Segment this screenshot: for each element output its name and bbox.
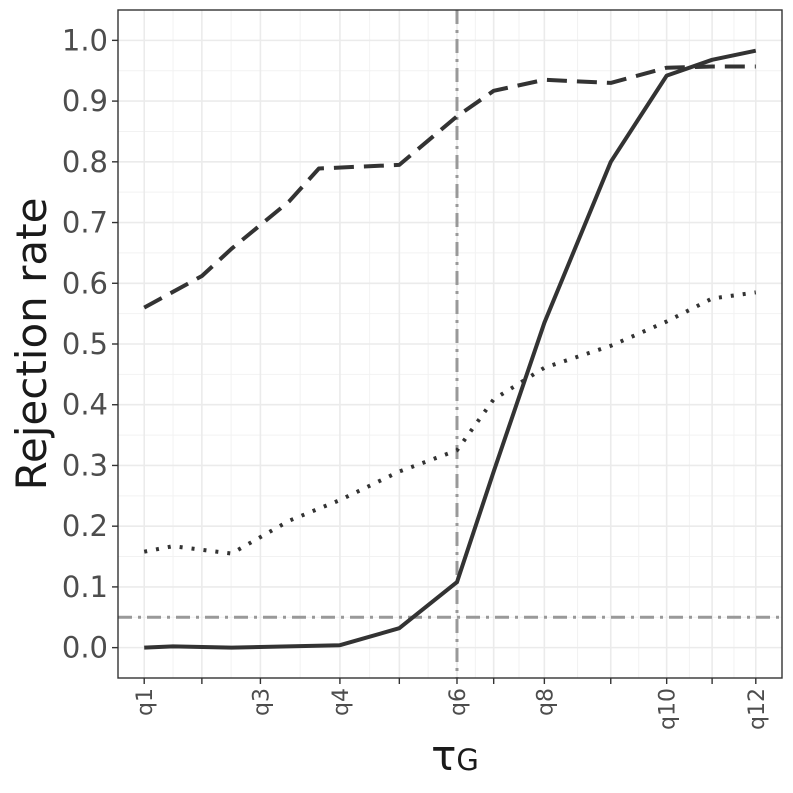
y-tick-label: 0.8 [62, 145, 108, 179]
y-axis: 0.0 0.1 0.2 0.3 0.4 0.5 0.6 0.7 0.8 0.9 1.0 [62, 23, 118, 665]
y-tick-label: 0.3 [62, 448, 108, 482]
x-axis: q1 q3 q4 q6 q8 q10 q12 [133, 678, 770, 730]
x-tick-label: q4 [329, 688, 354, 716]
series-line-solid [144, 48, 757, 650]
x-axis-title-symbol: τ [431, 731, 456, 780]
y-tick-label: 0.7 [62, 206, 108, 240]
x-tick-label: q10 [656, 688, 681, 730]
series-line-dashed [143, 64, 756, 310]
y-axis-title: Rejection rate [7, 198, 56, 491]
series-line-dotted [143, 290, 757, 556]
x-axis-title: τG [431, 731, 479, 780]
y-tick-label: 0.0 [62, 631, 108, 665]
x-tick-label: q1 [133, 688, 158, 716]
series-layer [143, 48, 757, 650]
x-axis-title-subscript: G [456, 743, 478, 777]
x-tick-label: q8 [533, 688, 558, 716]
reference-lines [118, 10, 782, 678]
y-tick-label: 0.9 [62, 84, 108, 118]
x-tick-label: q6 [446, 688, 471, 716]
y-tick-label: 0.2 [62, 509, 108, 543]
y-tick-label: 0.1 [62, 570, 108, 604]
x-tick-label: q12 [745, 688, 770, 730]
y-tick-label: 0.5 [62, 327, 108, 361]
y-tick-label: 0.4 [62, 388, 108, 422]
y-tick-label: 0.6 [62, 266, 108, 300]
x-tick-label: q3 [249, 688, 274, 716]
y-tick-label: 1.0 [62, 23, 108, 57]
